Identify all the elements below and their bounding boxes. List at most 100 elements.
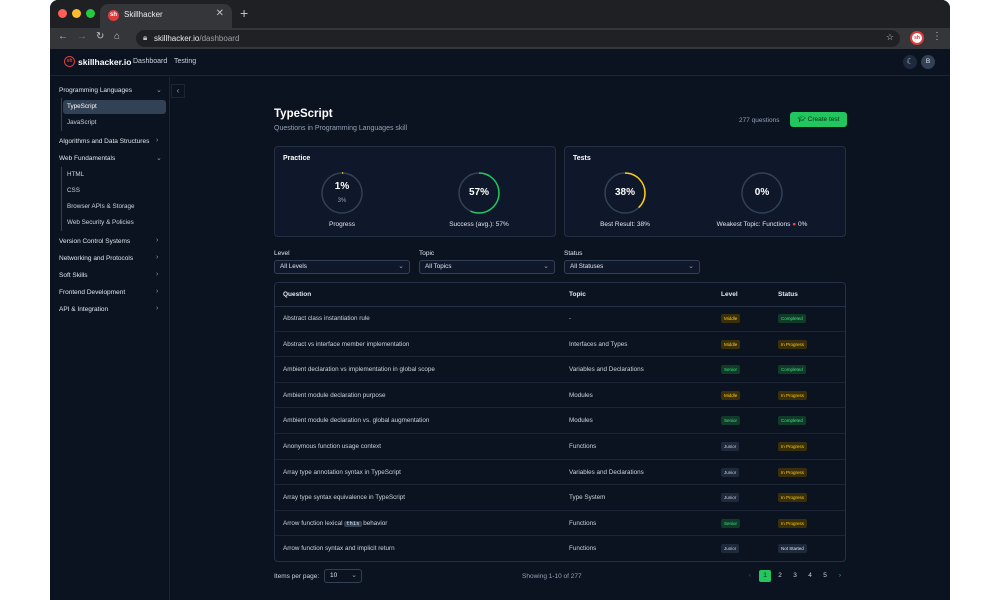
- moon-icon[interactable]: ☾: [903, 55, 917, 69]
- question-cell: Array type syntax equivalence in TypeScr…: [283, 494, 406, 502]
- chevron-down-icon: ⌄: [398, 263, 404, 270]
- reload-icon[interactable]: ↻: [96, 31, 105, 42]
- level-select[interactable]: All Levels ⌄: [274, 260, 410, 274]
- table-row[interactable]: Abstract vs interface member implementat…: [275, 332, 845, 358]
- sidebar-item-typescript[interactable]: TypeScript: [63, 100, 166, 114]
- sidebar-item-javascript[interactable]: JavaScript: [67, 119, 97, 126]
- page-title: TypeScript: [274, 108, 333, 120]
- address-bar[interactable]: 🔒︎ skillhacker.io/dashboard ☆: [136, 30, 900, 47]
- column-header-status[interactable]: Status: [778, 291, 798, 298]
- status-badge: In Progress: [778, 467, 808, 477]
- sidebar-category-algorithms[interactable]: Algorithms and Data Structures: [59, 138, 150, 145]
- practice-title: Practice: [283, 155, 311, 162]
- level-badge: Senior: [721, 518, 741, 528]
- table-row[interactable]: Array type syntax equivalence in TypeScr…: [275, 485, 845, 511]
- table-row[interactable]: Array type annotation syntax in TypeScri…: [275, 460, 845, 486]
- column-header-level[interactable]: Level: [721, 291, 738, 298]
- tests-card: Tests 38% Best Result: 38% 0% Weakest To…: [564, 146, 846, 237]
- page-5-button[interactable]: 5: [823, 572, 827, 579]
- question-cell: Array type annotation syntax in TypeScri…: [283, 468, 401, 476]
- page-subtitle: Questions in Programming Languages skill: [274, 125, 408, 132]
- sidebar-category-frontend[interactable]: Frontend Development: [59, 289, 126, 296]
- chevron-right-icon[interactable]: ›: [156, 254, 159, 261]
- sidebar-item-css[interactable]: CSS: [67, 187, 80, 194]
- logo-text[interactable]: skillhacker.io: [78, 57, 132, 67]
- close-window-button[interactable]: [58, 9, 67, 18]
- header-divider: [275, 306, 845, 307]
- sidebar-category-networking[interactable]: Networking and Protocols: [59, 255, 134, 262]
- success-ring: 57%: [457, 171, 501, 215]
- browser-menu-icon[interactable]: ⋮: [932, 31, 942, 42]
- weakest-topic-label: Weakest Topic: Functions ● 0%: [716, 221, 808, 228]
- page-1-button[interactable]: 1: [759, 570, 771, 582]
- page-3-button[interactable]: 3: [793, 572, 797, 579]
- level-badge: Junior: [721, 493, 740, 503]
- level-badge: Junior: [721, 442, 740, 451]
- table-row[interactable]: Abstract class instantiation rule - Middle…: [275, 306, 845, 332]
- table-row[interactable]: Ambient module declaration purpose Module…: [275, 383, 845, 409]
- table-row[interactable]: Ambient declaration vs implementation in…: [275, 357, 845, 383]
- question-cell: Abstract vs interface member implementat…: [283, 340, 410, 348]
- next-page-icon[interactable]: ›: [838, 572, 842, 579]
- chevron-right-icon[interactable]: ›: [156, 237, 159, 244]
- collapse-sidebar-button[interactable]: ‹: [171, 84, 185, 98]
- forward-icon[interactable]: →: [77, 31, 87, 42]
- status-filter-label: Status: [564, 250, 583, 257]
- chevron-down-icon[interactable]: ⌄: [156, 87, 162, 94]
- sidebar-item-html[interactable]: HTML: [67, 171, 85, 178]
- sidebar-item-browser-apis[interactable]: Browser APIs & Storage: [67, 203, 135, 210]
- practice-card: Practice 1% 3% Progress 57% Success (avg…: [274, 146, 556, 237]
- sidebar-category-version-control[interactable]: Version Control Systems: [59, 238, 131, 245]
- status-badge: Completed: [778, 416, 806, 426]
- home-icon[interactable]: ⌂: [114, 31, 121, 42]
- bookmark-star-icon[interactable]: ☆: [885, 32, 894, 42]
- sidebar-category-programming-languages[interactable]: Programming Languages: [59, 87, 132, 94]
- table-row[interactable]: Arrow function syntax and implicit retur…: [275, 536, 845, 561]
- previous-page-icon[interactable]: ‹: [748, 572, 752, 579]
- column-header-topic[interactable]: Topic: [569, 291, 586, 298]
- table-row[interactable]: Arrow function lexical this behavior Func…: [275, 511, 845, 537]
- chevron-right-icon[interactable]: ›: [156, 305, 159, 312]
- table-row[interactable]: Anonymous function usage context Function…: [275, 434, 845, 460]
- tab-close-icon[interactable]: ✕: [215, 8, 224, 19]
- chevron-right-icon[interactable]: ›: [156, 271, 159, 278]
- nav-dashboard[interactable]: Dashboard: [133, 58, 168, 65]
- table-row[interactable]: Ambient module declaration vs. global au…: [275, 408, 845, 434]
- chevron-right-icon[interactable]: ›: [156, 137, 159, 144]
- chevron-right-icon[interactable]: ›: [156, 288, 159, 295]
- topic-cell: Interfaces and Types: [569, 340, 628, 348]
- status-select[interactable]: All Statuses ⌄: [564, 260, 700, 274]
- question-cell: Abstract class instantiation rule: [283, 315, 370, 322]
- best-result-ring: 38%: [603, 171, 647, 215]
- items-per-page-select[interactable]: 10 ⌄: [324, 569, 362, 583]
- back-icon[interactable]: ←: [58, 31, 68, 42]
- create-test-button[interactable]: 🎓︎ Create test: [790, 112, 847, 127]
- topic-cell: Functions: [569, 519, 597, 527]
- chevron-down-icon[interactable]: ⌄: [156, 155, 162, 162]
- best-result-label: Best Result: 38%: [600, 221, 650, 228]
- minimize-window-button[interactable]: [72, 9, 81, 18]
- browser-tab[interactable]: sh Skillhacker ✕: [100, 4, 232, 28]
- column-header-question[interactable]: Question: [283, 291, 312, 298]
- progress-subvalue: 3%: [337, 198, 347, 204]
- avatar[interactable]: B: [921, 55, 935, 69]
- chevron-down-icon: ⌄: [543, 263, 549, 270]
- sidebar-category-api-integration[interactable]: API & Integration: [59, 306, 109, 313]
- status-badge: In Progress: [778, 390, 808, 400]
- topic-cell: Variables and Declarations: [569, 468, 644, 476]
- nav-testing[interactable]: Testing: [174, 58, 197, 65]
- chevron-down-icon: ⌄: [688, 263, 694, 270]
- page-2-button[interactable]: 2: [778, 572, 782, 579]
- graduation-cap-icon: 🎓︎: [797, 116, 806, 123]
- profile-icon[interactable]: sh: [910, 31, 924, 45]
- topic-select[interactable]: All Topics ⌄: [419, 260, 555, 274]
- status-badge: In Progress: [778, 518, 808, 528]
- sidebar-item-web-security[interactable]: Web Security & Policies: [67, 219, 134, 226]
- weakest-topic-ring: 0%: [740, 171, 784, 215]
- page-4-button[interactable]: 4: [808, 572, 812, 579]
- sidebar-category-soft-skills[interactable]: Soft Skills: [59, 272, 88, 279]
- sidebar-category-web-fundamentals[interactable]: Web Fundamentals: [59, 155, 116, 162]
- new-tab-icon[interactable]: +: [240, 5, 249, 21]
- status-badge: In Progress: [778, 339, 808, 349]
- maximize-window-button[interactable]: [86, 9, 95, 18]
